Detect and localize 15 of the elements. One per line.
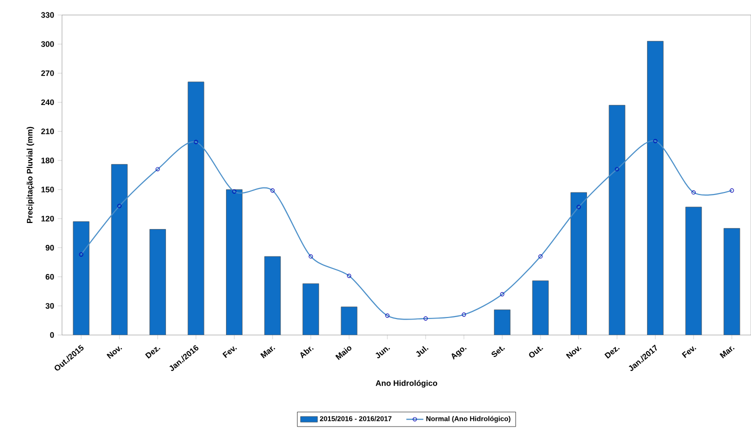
bar — [111, 164, 128, 335]
bar — [188, 82, 204, 335]
bar — [72, 221, 90, 335]
bar — [532, 280, 549, 335]
bar — [302, 283, 320, 335]
bar — [149, 229, 166, 335]
bar — [494, 310, 510, 335]
bar — [647, 40, 664, 335]
bar — [608, 104, 626, 335]
bar — [226, 189, 242, 335]
bar — [724, 228, 740, 335]
bar — [570, 192, 587, 335]
bar — [264, 256, 281, 335]
bar — [340, 306, 358, 335]
bar — [685, 206, 702, 335]
